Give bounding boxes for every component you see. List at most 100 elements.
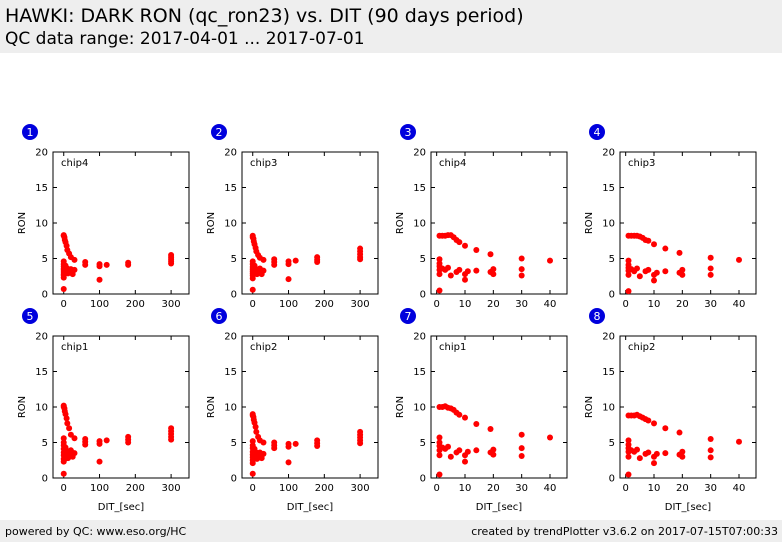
panel-3-point bbox=[487, 251, 494, 258]
panel-3-point bbox=[462, 242, 468, 249]
panel-2-ytick-label: 0 bbox=[231, 290, 237, 301]
panel-5-xtick-label: 0 bbox=[61, 483, 67, 494]
panel-4-ytick-label: 20 bbox=[602, 148, 615, 159]
panel-3-point bbox=[436, 256, 443, 263]
panel-7-point bbox=[547, 434, 553, 441]
panel-6-point bbox=[271, 445, 278, 452]
panel-5-xtick-label: 100 bbox=[90, 483, 109, 494]
panel-3-xtick-label: 20 bbox=[487, 299, 500, 310]
panel-2-xtick-label: 0 bbox=[250, 299, 256, 310]
panel-5-point bbox=[125, 439, 132, 446]
panel-7-xtick-label: 10 bbox=[459, 483, 472, 494]
panel-5-point bbox=[60, 470, 67, 477]
panel-4-xtick-label: 10 bbox=[648, 299, 661, 310]
panel-4-frame bbox=[619, 151, 757, 295]
panel-1-ylabel: RON bbox=[17, 212, 28, 234]
panel-1-badge bbox=[22, 124, 38, 140]
panel-8-xtick-label: 0 bbox=[622, 483, 628, 494]
panel-6-xtick-label: 300 bbox=[351, 483, 370, 494]
panel-7-ylabel: RON bbox=[395, 396, 406, 418]
panel-7-point bbox=[436, 452, 443, 459]
panel-2-ytick-label: 10 bbox=[224, 219, 237, 230]
panel-6-point bbox=[357, 440, 364, 447]
panel-8-point bbox=[645, 417, 652, 424]
panel-1-point bbox=[168, 260, 175, 267]
panel-3-xtick-label: 40 bbox=[544, 299, 557, 310]
panel-3-point bbox=[436, 271, 443, 278]
panel-4-point bbox=[645, 237, 652, 244]
panel-4-point bbox=[679, 266, 686, 273]
panel-5-point bbox=[64, 420, 71, 427]
panel-5-xlabel: DIT_[sec] bbox=[98, 502, 145, 513]
panel-5-point bbox=[60, 435, 67, 442]
panel-4-chip-label: chip3 bbox=[628, 158, 655, 169]
panel-8-point bbox=[625, 453, 632, 460]
panel-1-xtick-label: 0 bbox=[61, 299, 67, 310]
panel-5-point bbox=[168, 436, 175, 443]
panel-2-xtick-label: 300 bbox=[351, 299, 370, 310]
panel-2-chip-label: chip3 bbox=[250, 158, 277, 169]
panel-4-point bbox=[636, 273, 643, 280]
panel-5-ytick-label: 15 bbox=[35, 367, 48, 378]
panel-6-xtick-label: 0 bbox=[250, 483, 256, 494]
panel-5-point bbox=[66, 425, 73, 432]
panel-2-point bbox=[249, 275, 256, 282]
panel-2-badge-number: 2 bbox=[216, 126, 223, 139]
panel-3-badge-number: 3 bbox=[405, 126, 412, 139]
panel-3-xtick-label: 30 bbox=[515, 299, 528, 310]
panel-4-point bbox=[707, 254, 714, 261]
panel-8-point bbox=[707, 435, 714, 442]
panel-6-chip-label: chip2 bbox=[250, 342, 277, 353]
panel-6-badge-number: 6 bbox=[216, 310, 223, 323]
panel-4-point bbox=[625, 271, 632, 278]
panel-7-chip-label: chip1 bbox=[439, 342, 466, 353]
panel-6-point bbox=[253, 428, 260, 435]
panel-8-ytick-label: 0 bbox=[609, 474, 615, 485]
panel-4-point bbox=[736, 256, 742, 263]
panel-4-xtick-label: 0 bbox=[622, 299, 628, 310]
panel-5-ytick-label: 10 bbox=[35, 403, 48, 414]
panel-8-point bbox=[676, 429, 683, 436]
panel-8-badge-number: 8 bbox=[594, 310, 601, 323]
panel-2-point bbox=[260, 267, 267, 274]
panel-1-xtick-label: 100 bbox=[90, 299, 109, 310]
panel-8-point bbox=[634, 446, 640, 453]
panel-3-point bbox=[473, 267, 480, 274]
page-subtitle: QC data range: 2017-04-01 ... 2017-07-01 bbox=[5, 29, 365, 49]
panel-6-ytick-label: 0 bbox=[231, 474, 237, 485]
panel-7-ytick-label: 15 bbox=[413, 367, 426, 378]
panel-3-point bbox=[518, 255, 525, 262]
panel-3-point bbox=[518, 266, 525, 273]
panel-8-point bbox=[679, 448, 686, 455]
panel-8-xlabel: DIT_[sec] bbox=[665, 502, 712, 513]
panel-7-point bbox=[436, 471, 443, 478]
panel-3-point bbox=[456, 266, 463, 273]
panel-7-badge-number: 7 bbox=[405, 310, 412, 323]
panel-6-ytick-label: 5 bbox=[231, 438, 237, 449]
panel-1-point bbox=[71, 256, 78, 263]
panel-7-point bbox=[518, 452, 525, 459]
panel-7-point bbox=[473, 447, 480, 454]
panel-4-ytick-label: 0 bbox=[609, 290, 615, 301]
panel-8-xtick-label: 40 bbox=[733, 483, 746, 494]
panel-2-xtick-label: 200 bbox=[315, 299, 334, 310]
panel-2-point bbox=[314, 259, 321, 266]
panel-8-point bbox=[651, 420, 657, 427]
panel-8-ytick-label: 10 bbox=[602, 403, 615, 414]
panel-7-point bbox=[473, 421, 480, 428]
panel-1-point bbox=[103, 261, 110, 268]
panel-8-ytick-label: 5 bbox=[609, 438, 615, 449]
panel-3-ylabel: RON bbox=[395, 212, 406, 234]
panel-5-xtick-label: 300 bbox=[162, 483, 181, 494]
panel-8-ytick-label: 20 bbox=[602, 332, 615, 343]
panel-1-point bbox=[125, 261, 132, 268]
panel-2-point bbox=[285, 276, 292, 283]
panel-3-ytick-label: 10 bbox=[413, 219, 426, 230]
panel-4-point bbox=[707, 265, 714, 272]
panel-2-ylabel: RON bbox=[206, 212, 217, 234]
panel-4-point bbox=[625, 288, 632, 295]
panel-5-badge-number: 5 bbox=[27, 310, 34, 323]
panel-7-xtick-label: 20 bbox=[487, 483, 500, 494]
panel-8-badge bbox=[589, 308, 605, 324]
panel-1-xtick-label: 300 bbox=[162, 299, 181, 310]
